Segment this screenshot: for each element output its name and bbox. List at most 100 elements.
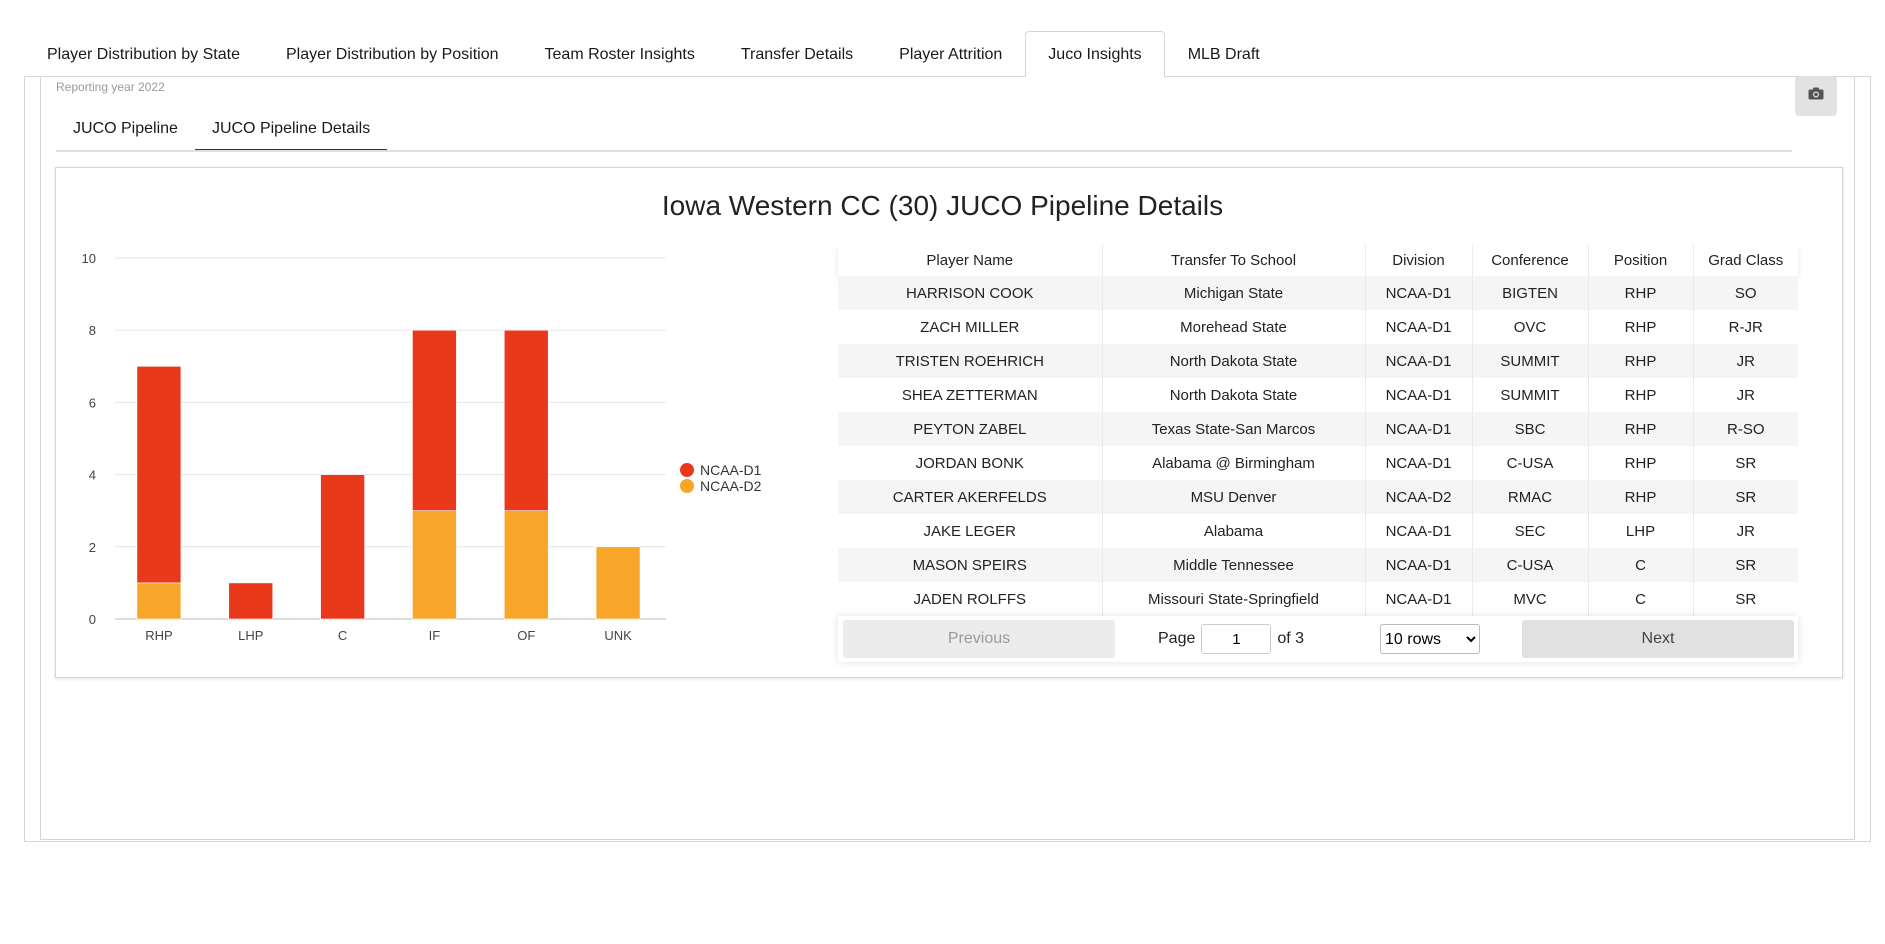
pipeline-table: Player Name Transfer To School Division … — [838, 245, 1798, 616]
table-row[interactable]: JADEN ROLFFS Missouri State-Springfield NC… — [838, 582, 1798, 616]
cell-conference: MVC — [1472, 582, 1589, 616]
card-title: Iowa Western CC (30) JUCO Pipeline Detai… — [661, 190, 1224, 221]
page-label: Page — [1158, 630, 1196, 647]
tab-team-roster-insights[interactable]: Team Roster Insights — [544, 46, 695, 63]
bar-ncaa-d1-lhp — [228, 582, 274, 620]
screenshot-button[interactable] — [1795, 76, 1837, 116]
cell-division: NCAA-D1 — [1365, 276, 1473, 310]
x-tick-label: IF — [429, 628, 441, 643]
cell-player-name: JORDAN BONK — [838, 446, 1103, 480]
table-row[interactable]: JORDAN BONK Alabama @ Birmingham NCAA-D1 C-… — [838, 446, 1798, 480]
subtab-juco-pipeline[interactable]: JUCO Pipeline — [73, 120, 178, 137]
cell-position: RHP — [1588, 480, 1694, 514]
cell-conference: SUMMIT — [1472, 344, 1589, 378]
tab-bar-divider — [24, 76, 1871, 77]
x-tick-label: C — [338, 628, 347, 643]
bar-ncaa-d1-if — [412, 329, 457, 511]
table-row[interactable]: ZACH MILLER Morehead State NCAA-D1 OVC RHP R-… — [838, 310, 1798, 344]
cell-transfer-school: Middle Tennessee — [1102, 548, 1366, 582]
cell-division: NCAA-D2 — [1365, 480, 1473, 514]
cell-grad-class: SR — [1735, 590, 1757, 608]
page-number-input[interactable] — [1201, 624, 1272, 654]
sub-tab-bar: JUCO Pipeline JUCO Pipeline Details — [56, 108, 388, 151]
table-row[interactable]: PEYTON ZABEL Texas State-San Marcos NCAA-D… — [838, 412, 1798, 446]
pipeline-table-container: Player Name Transfer To School Division … — [838, 245, 1798, 616]
tab-player-attrition[interactable]: Player Attrition — [899, 46, 1003, 63]
next-page-button[interactable]: Next — [1522, 620, 1794, 658]
juco-pipeline-bar-chart: 0 2 4 6 8 10 RHP LHP C IF OF UNK — [82, 251, 666, 643]
rows-per-page-select[interactable]: 10 rows — [1380, 624, 1480, 654]
cell-division: NCAA-D1 — [1365, 514, 1473, 548]
cell-player-name: MASON SPEIRS — [838, 548, 1103, 582]
y-tick-label: 0 — [89, 612, 96, 627]
column-header-position[interactable]: Position — [1588, 245, 1694, 276]
x-tick-label: UNK — [604, 628, 632, 643]
subtab-juco-pipeline-details[interactable]: JUCO Pipeline Details — [194, 108, 388, 151]
sub-tab-divider — [56, 150, 1792, 152]
column-header-conference[interactable]: Conference — [1472, 245, 1589, 276]
x-tick-label: RHP — [145, 628, 172, 643]
bar-ncaa-d2-if — [412, 510, 457, 620]
cell-transfer-school: Alabama @ Birmingham — [1102, 446, 1366, 480]
table-row[interactable]: SHEA ZETTERMAN North Dakota State NCAA-D1 S… — [838, 378, 1798, 412]
table-body: HARRISON COOK Michigan State NCAA-D1 BIGTEN… — [838, 276, 1798, 616]
camera-icon — [1808, 87, 1824, 105]
cell-transfer-school: North Dakota State — [1102, 344, 1366, 378]
cell-grad-class: SR — [1735, 488, 1757, 506]
cell-transfer-school: Texas State-San Marcos — [1102, 412, 1366, 446]
tab-transfer-details[interactable]: Transfer Details — [740, 46, 854, 63]
table-row[interactable]: JAKE LEGER Alabama NCAA-D1 SEC LHP JR — [838, 514, 1798, 548]
tab-player-distribution-by-state[interactable]: Player Distribution by State — [47, 46, 240, 63]
table-row[interactable]: TRISTEN ROEHRICH North Dakota State NCAA-D… — [838, 344, 1798, 378]
legend-item-ncaa-d1[interactable]: NCAA-D1 — [680, 462, 761, 478]
cell-position: C — [1588, 548, 1694, 582]
legend-item-ncaa-d2[interactable]: NCAA-D2 — [680, 478, 761, 494]
cell-grad-class: SR — [1735, 556, 1757, 574]
column-header-division[interactable]: Division — [1365, 245, 1473, 276]
cell-grad-class: SR — [1735, 454, 1757, 472]
panel-outer-border-bottom — [24, 841, 1871, 842]
tab-juco-insights[interactable]: Juco Insights — [1025, 31, 1165, 77]
bar-ncaa-d1-rhp — [136, 366, 182, 584]
cell-division: NCAA-D1 — [1365, 378, 1473, 412]
cell-player-name: JADEN ROLFFS — [838, 582, 1103, 616]
cell-player-name: SHEA ZETTERMAN — [838, 378, 1103, 412]
cell-conference: C-USA — [1472, 548, 1589, 582]
legend-swatch-ncaa-d2 — [680, 479, 694, 493]
cell-grad-class: JR — [1736, 386, 1755, 404]
column-header-grad-class[interactable]: Grad Class — [1708, 252, 1784, 269]
cell-transfer-school: Morehead State — [1102, 310, 1366, 344]
column-header-player-name[interactable]: Player Name — [838, 245, 1103, 276]
cell-position: C — [1588, 582, 1694, 616]
cell-position: LHP — [1588, 514, 1694, 548]
table-row[interactable]: MASON SPEIRS Middle Tennessee NCAA-D1 C-USA… — [838, 548, 1798, 582]
table-row[interactable]: HARRISON COOK Michigan State NCAA-D1 BIGTEN… — [838, 276, 1798, 310]
x-tick-label: OF — [517, 628, 535, 643]
cell-grad-class: JR — [1736, 522, 1755, 540]
y-tick-label: 6 — [89, 395, 96, 410]
previous-page-button[interactable]: Previous — [843, 620, 1115, 658]
bar-ncaa-d1-c — [320, 474, 365, 620]
column-header-transfer-school[interactable]: Transfer To School — [1102, 245, 1366, 276]
cell-position: RHP — [1588, 412, 1694, 446]
cell-division: NCAA-D1 — [1365, 412, 1473, 446]
chart-legend: NCAA-D1 NCAA-D2 — [680, 462, 761, 494]
cell-conference: SUMMIT — [1472, 378, 1589, 412]
cell-conference: BIGTEN — [1472, 276, 1589, 310]
page-indicator: Page of 3 — [1158, 624, 1304, 654]
tab-mlb-draft[interactable]: MLB Draft — [1187, 46, 1260, 63]
legend-swatch-ncaa-d1 — [680, 463, 694, 477]
cell-transfer-school: MSU Denver — [1102, 480, 1366, 514]
cell-transfer-school: Alabama — [1102, 514, 1366, 548]
panel-outer-border-left — [24, 76, 25, 842]
tab-player-distribution-by-position[interactable]: Player Distribution by Position — [285, 46, 499, 63]
page-total-label: of 3 — [1277, 630, 1305, 647]
cell-player-name: PEYTON ZABEL — [838, 412, 1103, 446]
table-row[interactable]: CARTER AKERFELDS MSU Denver NCAA-D2 RMAC RHP… — [838, 480, 1798, 514]
y-tick-label: 2 — [89, 540, 96, 555]
cell-grad-class: R-JR — [1728, 318, 1763, 336]
cell-transfer-school: Missouri State-Springfield — [1102, 582, 1366, 616]
legend-label-ncaa-d2: NCAA-D2 — [700, 478, 762, 494]
main-tab-bar: Player Distribution by State Player Distr… — [24, 31, 1283, 77]
cell-position: RHP — [1588, 344, 1694, 378]
